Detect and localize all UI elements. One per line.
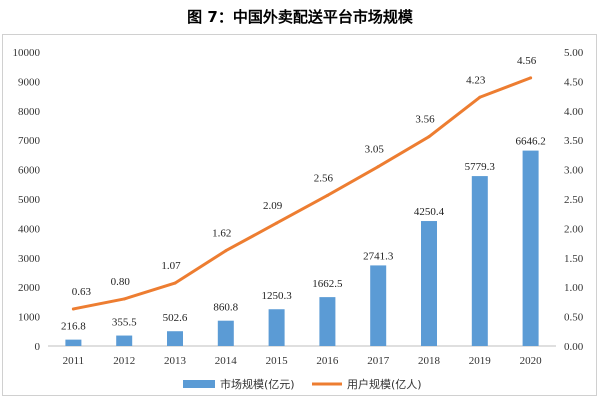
line-point (275, 221, 279, 225)
y-right-tick-label: 2.00 (564, 223, 584, 235)
x-tick-label: 2018 (418, 355, 441, 367)
legend-swatch-market-size (183, 380, 215, 388)
bar-market-size (421, 221, 437, 346)
y-right-tick-label: 4.50 (564, 76, 584, 88)
y-left-tick-label: 6000 (18, 165, 41, 177)
y-right-tick-label: 5.00 (564, 47, 584, 59)
line-data-label: 2.56 (314, 172, 334, 184)
line-point (224, 249, 228, 253)
y-right-tick-label: 1.00 (564, 282, 584, 294)
bar-market-size (167, 331, 183, 346)
line-data-label: 2.09 (263, 200, 283, 212)
x-tick-label: 2012 (113, 355, 135, 367)
y-right-tick-label: 3.50 (564, 135, 584, 147)
y-left-tick-label: 8000 (18, 106, 41, 118)
x-tick-label: 2016 (316, 355, 339, 367)
y-left-tick-label: 10000 (13, 47, 41, 59)
bar-data-label: 216.8 (61, 321, 86, 333)
y-right-tick-label: 0.00 (564, 341, 584, 353)
y-right-tick-label: 2.50 (564, 194, 584, 206)
bar-data-label: 860.8 (213, 302, 238, 314)
line-point (122, 297, 126, 301)
bar-market-size (522, 150, 539, 346)
y-left-tick-label: 9000 (18, 76, 41, 88)
x-tick-label: 2013 (164, 355, 187, 367)
line-data-label: 0.63 (72, 286, 92, 298)
y-right-tick-label: 4.00 (564, 106, 584, 118)
line-point (71, 307, 75, 311)
line-user-size (71, 76, 533, 311)
bar-market-size (268, 309, 285, 346)
line-data-label: 3.56 (415, 114, 435, 126)
chart-title: 图 7：中国外卖配送平台市场规模 (187, 8, 413, 26)
y-left-tick-label: 5000 (18, 194, 41, 206)
bar-data-label: 1662.5 (312, 278, 343, 290)
y-left-tick-label: 2000 (18, 282, 41, 294)
x-tick-label: 2019 (469, 355, 492, 367)
y-left-tick-label: 1000 (18, 312, 41, 324)
bar-data-label: 502.6 (163, 312, 188, 324)
x-tick-label: 2015 (266, 355, 289, 367)
line-data-label: 3.05 (365, 144, 385, 156)
bar-data-label: 355.5 (112, 317, 137, 329)
bar-market-size (370, 265, 387, 346)
x-tick-label: 2020 (520, 355, 543, 367)
bar-market-size (319, 297, 336, 346)
legend-label-user-size: 用户规模(亿人) (347, 377, 422, 391)
bar-data-label: 4250.4 (414, 206, 445, 218)
bar-market-size (217, 320, 234, 346)
bar-data-label: 6646.2 (515, 136, 545, 148)
line-point (325, 193, 329, 197)
line-point (376, 165, 380, 169)
y-right-tick-label: 0.50 (564, 312, 584, 324)
bar-market-size (116, 335, 133, 346)
y-left-tick-label: 3000 (18, 253, 41, 265)
y-left-tick-label: 7000 (18, 135, 41, 147)
x-tick-label: 2017 (367, 355, 390, 367)
line-data-label: 1.07 (161, 260, 181, 272)
bar-data-label: 2741.3 (363, 250, 394, 262)
line-point (478, 95, 482, 99)
line-data-label: 4.23 (466, 74, 486, 86)
legend-label-market-size: 市场规模(亿元) (220, 377, 295, 391)
bar-data-label: 5779.3 (465, 161, 496, 173)
line-data-label: 1.62 (212, 228, 231, 240)
y-left-tick-label: 0 (35, 341, 41, 353)
line-point (173, 281, 177, 285)
x-tick-label: 2014 (215, 355, 238, 367)
line-data-label: 4.56 (517, 55, 537, 67)
chart-frame (2, 34, 597, 396)
bar-market-size (65, 339, 82, 346)
bar-market-size (471, 176, 488, 346)
y-left-tick-label: 4000 (18, 223, 41, 235)
x-tick-label: 2011 (63, 355, 85, 367)
line-point (427, 135, 431, 139)
bar-data-label: 1250.3 (261, 290, 292, 302)
y-right-tick-label: 3.00 (564, 165, 584, 177)
y-right-tick-label: 1.50 (564, 253, 584, 265)
line-data-label: 0.80 (111, 276, 131, 288)
line-point (529, 76, 533, 80)
